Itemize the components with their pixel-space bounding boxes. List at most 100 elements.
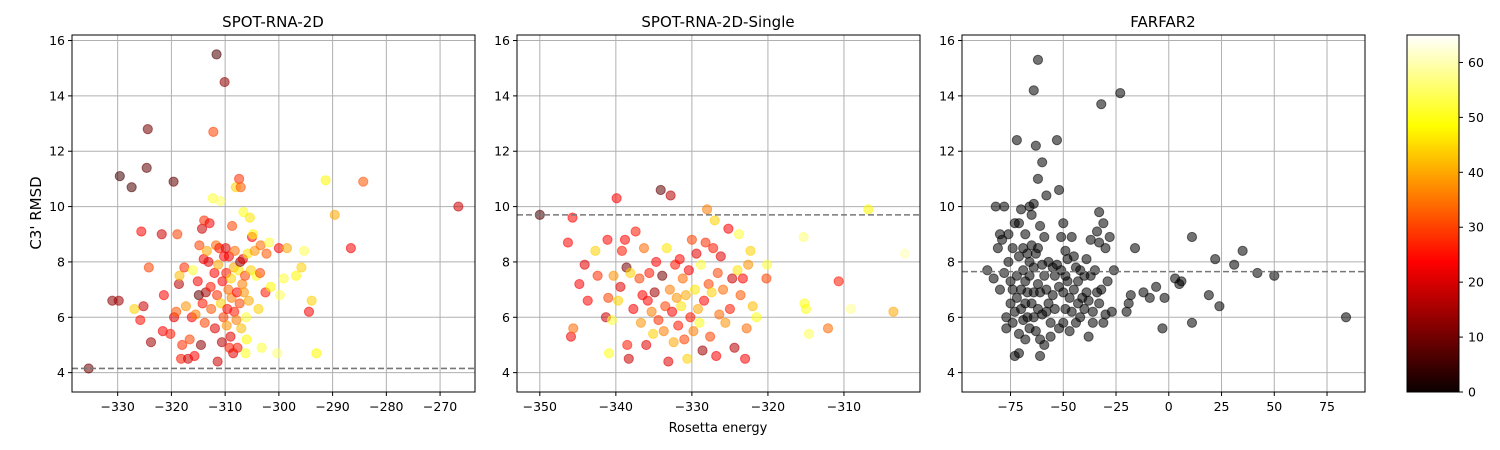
data-point (798, 231, 809, 243)
data-point (205, 281, 216, 292)
data-point (1013, 251, 1025, 262)
data-point (1030, 140, 1041, 151)
data-point (679, 334, 690, 345)
data-point (1252, 267, 1263, 279)
plot-area-3: −75 −50 −25 0 25 50 75 4 6 8 10 12 14 16 (939, 33, 1366, 414)
data-point (671, 292, 682, 304)
data-point (1089, 265, 1101, 276)
data-point (642, 295, 653, 306)
data-point (899, 248, 910, 259)
data-point (582, 295, 593, 306)
data-point (1066, 231, 1077, 243)
data-point (299, 245, 310, 256)
data-point (608, 270, 619, 281)
data-point (1068, 284, 1079, 295)
data-point (665, 190, 676, 201)
data-point (216, 337, 228, 348)
data-point (663, 356, 674, 367)
data-point (256, 342, 267, 353)
data-point (358, 176, 369, 187)
data-point (729, 342, 740, 353)
data-point (1013, 348, 1025, 359)
data-point (1013, 218, 1025, 229)
data-point (1034, 220, 1046, 232)
data-point (225, 273, 237, 284)
data-point (201, 245, 212, 256)
data-point (114, 171, 125, 182)
x-tick-label: −340 (599, 399, 633, 414)
data-point (179, 262, 190, 273)
colorbar-gradient (1406, 34, 1460, 393)
data-point (999, 267, 1010, 279)
data-points (534, 184, 910, 367)
data-point (723, 223, 734, 234)
data-point (1034, 350, 1046, 362)
data-point (644, 267, 655, 279)
colorbar-tick-label: 30 (1468, 220, 1484, 235)
data-point (711, 350, 722, 362)
data-point (700, 237, 711, 248)
data-point (129, 303, 140, 315)
data-point (1003, 256, 1014, 268)
data-point (724, 303, 736, 315)
colorbar-tick-label: 20 (1468, 275, 1484, 290)
colorbar-tick-label: 50 (1468, 110, 1484, 125)
data-point (1062, 276, 1073, 287)
data-point (1001, 312, 1012, 323)
data-point (192, 276, 203, 287)
data-point (694, 317, 705, 328)
data-point (657, 270, 668, 281)
x-tick-label: 0 (1165, 399, 1173, 414)
data-point (579, 259, 590, 270)
data-point (1108, 265, 1120, 276)
x-tick-label: −270 (423, 399, 457, 414)
data-point (999, 201, 1010, 212)
data-point (1018, 265, 1029, 276)
data-point (138, 301, 149, 312)
data-point (113, 295, 124, 306)
data-point (1186, 317, 1198, 328)
data-point (1094, 237, 1105, 248)
data-point (677, 273, 688, 284)
data-point (745, 245, 756, 256)
data-point (1007, 317, 1018, 328)
data-point (240, 348, 251, 359)
y-tick-label: 10 (939, 199, 955, 214)
panel-title-1: SPOT-RNA-2D (222, 13, 324, 31)
data-point (211, 49, 222, 60)
data-point (231, 314, 242, 326)
data-point (1079, 303, 1090, 315)
data-point (203, 256, 214, 268)
data-point (686, 234, 697, 245)
data-point (1041, 190, 1052, 201)
data-point (1094, 298, 1105, 309)
data-point (1039, 231, 1050, 243)
data-point (1030, 326, 1041, 337)
data-point (1123, 298, 1134, 309)
data-point (211, 290, 223, 301)
data-point (1125, 290, 1136, 301)
colorbar-ticks: 0 10 20 30 40 50 60 (1459, 55, 1484, 400)
data-point (1072, 276, 1084, 287)
x-tick-label: −350 (523, 399, 557, 414)
data-point (290, 270, 302, 281)
data-point (712, 267, 723, 279)
data-point (562, 237, 574, 248)
data-point (705, 331, 716, 342)
data-point (667, 306, 678, 317)
data-point (212, 356, 223, 367)
data-point (674, 254, 685, 265)
data-point (1159, 292, 1170, 304)
data-point (241, 312, 252, 323)
y-tick-label: 14 (49, 88, 65, 103)
data-point (1001, 323, 1012, 334)
data-point (1098, 218, 1109, 229)
data-point (142, 123, 153, 135)
data-point (1007, 284, 1018, 295)
data-point (1064, 292, 1075, 304)
data-point (740, 353, 751, 364)
data-point (1039, 270, 1050, 281)
data-point (613, 295, 624, 306)
data-point (221, 320, 232, 331)
data-point (1138, 287, 1149, 298)
